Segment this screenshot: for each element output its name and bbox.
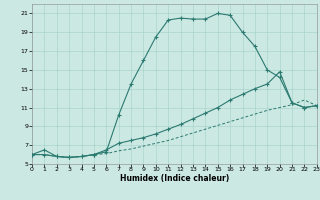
X-axis label: Humidex (Indice chaleur): Humidex (Indice chaleur) xyxy=(120,174,229,183)
